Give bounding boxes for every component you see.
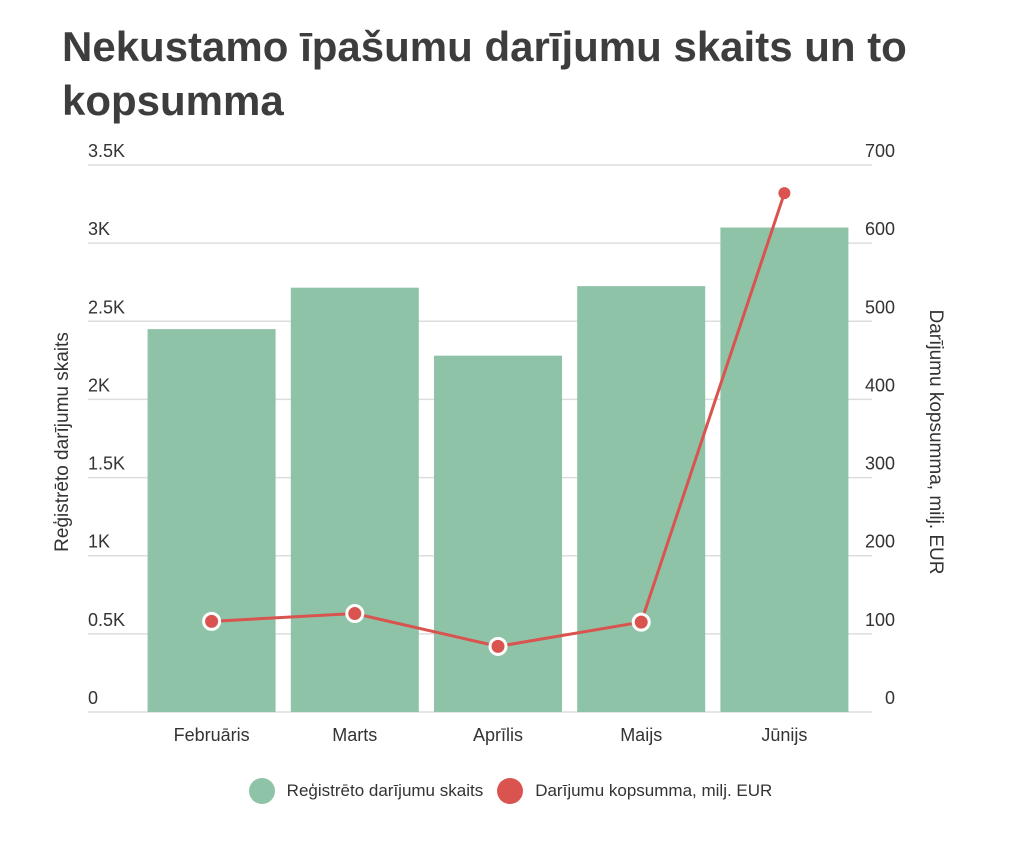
- legend-swatch-bars: [248, 778, 275, 804]
- bar[interactable]: [290, 287, 419, 712]
- right-tick-label: 200: [865, 532, 895, 552]
- bar[interactable]: [434, 355, 562, 712]
- left-tick-label: 1K: [88, 532, 110, 552]
- line-point[interactable]: [202, 611, 222, 631]
- left-tick-label: 3.5K: [88, 141, 125, 161]
- legend-swatch-line: [497, 778, 524, 804]
- bar[interactable]: [147, 329, 276, 712]
- chart-title: Nekustamo īpašumu darījumu skaits un to …: [62, 23, 907, 124]
- category-label: Jūnijs: [761, 725, 807, 745]
- right-tick-label: 700: [865, 141, 895, 161]
- left-tick-label: 2.5K: [88, 297, 125, 317]
- line-point[interactable]: [345, 604, 365, 624]
- line-point[interactable]: [488, 636, 508, 656]
- right-axis-title: Darījumu kopsumma, milj. EUR: [925, 310, 946, 575]
- line-point[interactable]: [631, 612, 651, 632]
- line-point[interactable]: [778, 187, 791, 200]
- category-label: Maijs: [620, 725, 662, 745]
- right-tick-label: 300: [865, 454, 895, 474]
- left-tick-label: 0: [88, 688, 98, 708]
- legend-item-line[interactable]: Darījumu kopsumma, milj. EUR: [497, 778, 772, 804]
- left-tick-label: 0.5K: [88, 610, 125, 630]
- category-label: Marts: [332, 725, 377, 745]
- right-axis-ticks: 0 100 200 300 400 500 600 700: [865, 141, 895, 708]
- left-axis-title: Reģistrēto darījumu skaits: [52, 332, 73, 552]
- legend-item-bars[interactable]: Reģistrēto darījumu skaits: [248, 778, 484, 804]
- legend: Reģistrēto darījumu skaits Darījumu kops…: [0, 778, 1021, 804]
- right-tick-label: 100: [865, 610, 895, 630]
- left-axis-ticks: 0 0.5K 1K 1.5K 2K 2.5K 3K 3.5K: [88, 141, 125, 708]
- right-tick-label: 400: [865, 375, 895, 395]
- right-tick-label: 0: [885, 688, 895, 708]
- chart-canvas: 0 0.5K 1K 1.5K 2K 2.5K 3K 3.5K 0 100 200 300 400 500…: [52, 141, 946, 745]
- right-tick-label: 500: [865, 297, 895, 317]
- bar[interactable]: [720, 227, 849, 712]
- legend-label-line: Darījumu kopsumma, milj. EUR: [535, 781, 773, 800]
- left-tick-label: 2K: [88, 375, 110, 395]
- category-label: Aprīlis: [473, 725, 523, 745]
- left-tick-label: 3K: [88, 219, 110, 239]
- category-labels: Februāris Marts Aprīlis Maijs Jūnijs: [174, 725, 808, 745]
- bar[interactable]: [577, 286, 706, 712]
- category-label: Februāris: [174, 725, 250, 745]
- left-tick-label: 1.5K: [88, 454, 125, 474]
- legend-label-bars: Reģistrēto darījumu skaits: [286, 781, 484, 800]
- right-tick-label: 600: [865, 219, 895, 239]
- line-series: [202, 187, 791, 656]
